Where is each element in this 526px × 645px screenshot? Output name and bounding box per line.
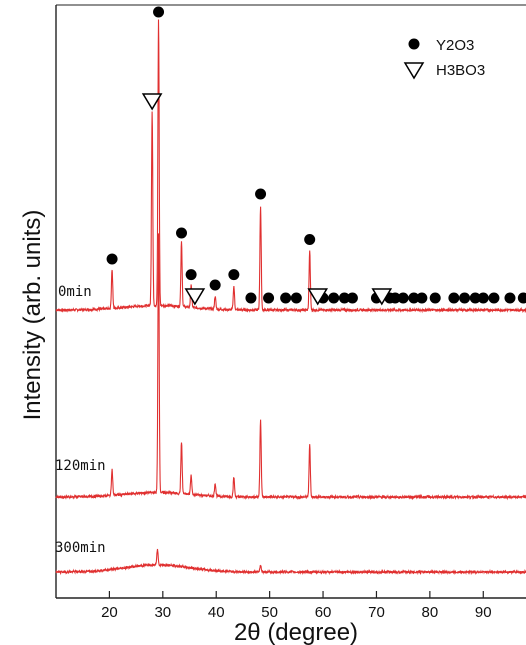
y2o3-marker	[255, 188, 267, 200]
y2o3-marker	[469, 292, 481, 304]
x-tick-label: 50	[261, 604, 278, 621]
x-tick-label: 20	[101, 604, 118, 621]
legend-label-h3bo3: H3BO3	[436, 62, 485, 79]
y2o3-marker	[389, 292, 401, 304]
x-tick-label: 40	[208, 604, 225, 621]
series-line-300min	[55, 548, 526, 576]
h3bo3-marker	[184, 288, 206, 306]
h3bo3-marker	[371, 288, 393, 306]
x-tick-label: 90	[475, 604, 492, 621]
y2o3-marker	[245, 292, 257, 304]
series-line-120min	[55, 233, 526, 501]
y2o3-marker	[280, 292, 292, 304]
h3bo3-marker	[307, 288, 329, 306]
y2o3-marker	[176, 227, 188, 239]
y2o3-marker	[477, 292, 489, 304]
legend-marker-y2o3	[408, 38, 420, 50]
y2o3-marker	[488, 292, 500, 304]
x-tick-label: 80	[422, 604, 439, 621]
series-label-0min: 0min	[58, 284, 92, 300]
y2o3-marker	[290, 292, 302, 304]
x-axis-title: 2θ (degree)	[234, 619, 358, 645]
legend: Y2O3 H3BO3	[403, 37, 485, 80]
y2o3-marker	[153, 6, 165, 18]
y2o3-marker	[263, 292, 275, 304]
y2o3-marker	[416, 292, 428, 304]
y2o3-marker	[338, 292, 350, 304]
y2o3-marker	[429, 292, 441, 304]
y2o3-marker	[328, 292, 340, 304]
y2o3-marker	[397, 292, 409, 304]
x-ticks: 20 30 40 50 60 70 80 90	[101, 591, 492, 621]
y2o3-marker	[459, 292, 471, 304]
y2o3-marker	[408, 292, 420, 304]
y2o3-marker	[106, 253, 118, 265]
y2o3-marker	[517, 292, 526, 304]
x-tick-label: 30	[154, 604, 171, 621]
x-tick-label: 60	[315, 604, 332, 621]
axes	[55, 4, 526, 599]
series-line-0min	[55, 19, 526, 314]
y2o3-marker	[346, 292, 358, 304]
y2o3-marker	[504, 292, 516, 304]
series-group: 0min 120min 300min	[55, 19, 526, 576]
legend-marker-h3bo3	[403, 62, 425, 80]
y2o3-marker	[304, 234, 316, 245]
series-label-300min: 300min	[55, 540, 106, 556]
series-label-120min: 120min	[55, 458, 106, 474]
y2o3-marker	[228, 269, 240, 281]
y2o3-marker	[185, 269, 197, 281]
legend-label-y2o3: Y2O3	[436, 37, 474, 54]
y-axis-title: Intensity (arb. units)	[19, 210, 46, 421]
y2o3-marker	[209, 279, 221, 291]
y2o3-marker	[448, 292, 460, 304]
h3bo3-marker	[141, 93, 163, 111]
x-tick-label: 70	[368, 604, 385, 621]
phase-markers	[106, 6, 526, 306]
